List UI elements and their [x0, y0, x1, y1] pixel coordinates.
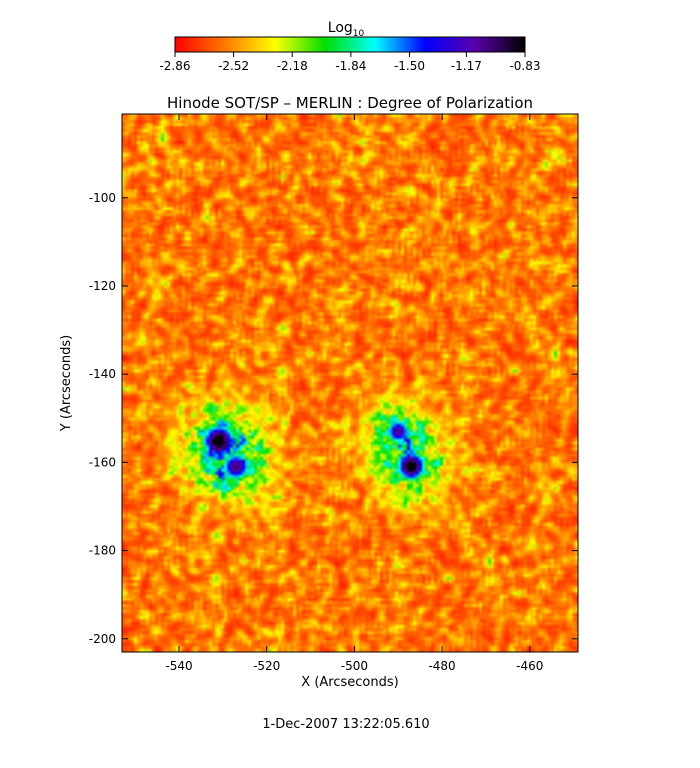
heatmap-image: [122, 114, 578, 652]
x-tick-label: -480: [428, 659, 455, 673]
colorbar-tick-label: -2.86: [159, 59, 190, 73]
y-axis: -100 -120 -140 -160 -180 -200: [89, 191, 578, 646]
y-tick-label: -160: [89, 455, 116, 469]
y-tick-label: -100: [89, 191, 116, 205]
y-tick-label: -200: [89, 632, 116, 646]
y-tick-label: -140: [89, 367, 116, 381]
x-tick-label: -520: [253, 659, 280, 673]
colorbar-label-subscript: 10: [353, 29, 365, 39]
y-tick-label: -180: [89, 544, 116, 558]
colorbar-label: Log10: [328, 20, 365, 39]
colorbar-tick-label: -0.83: [509, 59, 540, 73]
y-tick-label: -120: [89, 279, 116, 293]
colorbar-tick-label: -1.17: [451, 59, 482, 73]
x-axis-label: X (Arcseconds): [301, 675, 398, 690]
colorbar-ticks: -2.86 -2.52 -2.18 -1.84 -1.50 -1.17 -0.83: [159, 52, 541, 73]
colorbar-tick-label: -1.50: [394, 59, 425, 73]
colorbar-tick-label: -2.18: [277, 59, 308, 73]
x-axis: -540 -520 -500 -480 -460: [165, 114, 543, 673]
x-tick-label: -460: [516, 659, 543, 673]
x-tick-label: -500: [341, 659, 368, 673]
chart-title: Hinode SOT/SP – MERLIN : Degree of Polar…: [167, 94, 533, 112]
y-axis-label: Y (Arcseconds): [59, 335, 74, 432]
colorbar-tick-label: -1.84: [335, 59, 366, 73]
colorbar: [174, 36, 526, 53]
colorbar-tick-label: -2.52: [218, 59, 249, 73]
timestamp: 1-Dec-2007 13:22:05.610: [262, 717, 429, 732]
plot-frame: [121, 113, 579, 653]
x-tick-label: -540: [165, 659, 192, 673]
